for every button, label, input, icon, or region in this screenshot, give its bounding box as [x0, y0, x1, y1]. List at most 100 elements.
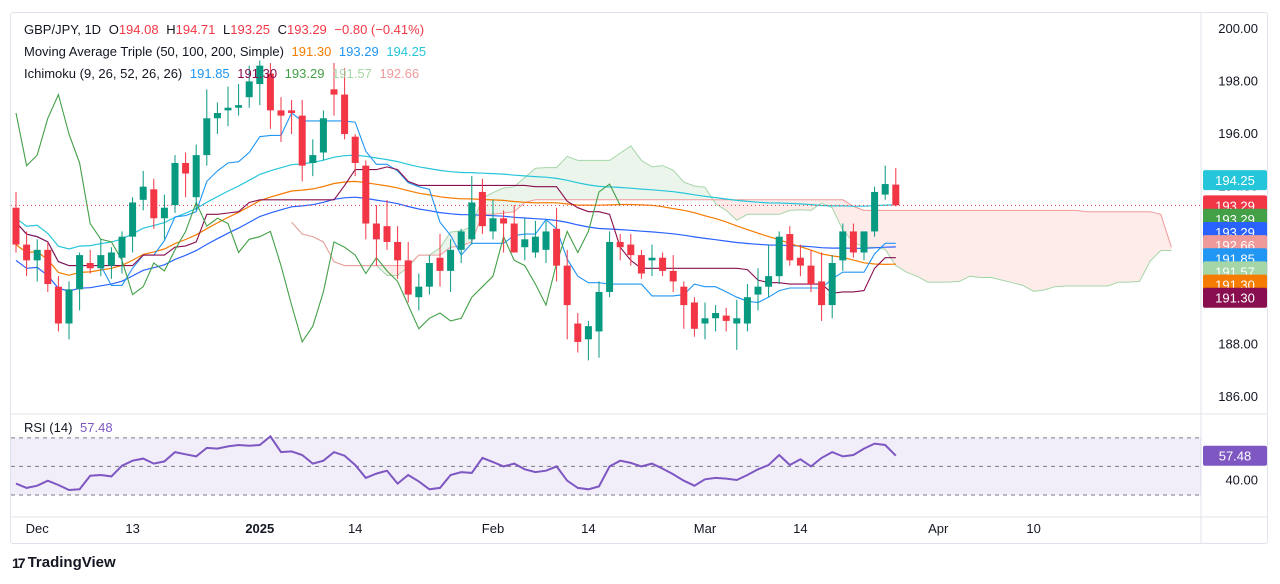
- candle-body: [690, 302, 698, 329]
- cloud-segment: [1023, 210, 1034, 292]
- time-tick-label: 14: [581, 521, 595, 536]
- rsi-value-box: [1203, 445, 1267, 466]
- candle-body: [521, 239, 529, 248]
- cloud-segment: [959, 210, 970, 282]
- change-value: −0.80 (−0.41%): [334, 22, 425, 37]
- candle-body: [160, 207, 168, 219]
- candle-body: [394, 241, 402, 261]
- cloud-segment: [1033, 210, 1045, 292]
- price-tick-label: 186.00: [1218, 389, 1258, 404]
- high-value: 194.71: [175, 22, 216, 37]
- cloud-segment: [747, 199, 758, 215]
- cloud-segment: [652, 165, 663, 200]
- candle-body: [510, 223, 518, 253]
- candle-body: [712, 313, 720, 319]
- time-tick-label: 2025: [245, 521, 274, 536]
- kijun-value: 191.30: [237, 66, 278, 81]
- candle-body: [436, 257, 444, 271]
- ma200-line: [15, 154, 896, 250]
- price-tick-label: 200.00: [1218, 21, 1258, 36]
- candle-body: [648, 257, 656, 261]
- chikou-value: 193.29: [284, 66, 325, 81]
- cloud-segment: [1044, 210, 1055, 290]
- low-label: L: [223, 22, 231, 37]
- cloud-segment: [948, 210, 960, 283]
- tradingview-logo-icon: 17: [12, 554, 26, 571]
- candle-body: [574, 323, 582, 342]
- cloud-segment: [800, 199, 811, 211]
- symbol-label: GBP/JPY, 1D: [24, 22, 102, 37]
- chikou-line: [15, 92, 621, 344]
- candle-body: [892, 184, 900, 206]
- candle-body: [584, 326, 592, 340]
- candle-body: [818, 281, 826, 306]
- cloud-segment: [1001, 210, 1013, 283]
- candle-body: [701, 318, 709, 324]
- cloud-segment: [588, 160, 599, 200]
- cloud-segment: [662, 165, 674, 200]
- cloud-segment: [895, 210, 907, 273]
- candle-body: [478, 191, 486, 227]
- tradingview-brand[interactable]: 17 TradingView: [12, 554, 116, 571]
- ma50-line: [15, 180, 896, 276]
- candle-body: [606, 241, 614, 292]
- candle-body: [362, 165, 370, 224]
- indicator-lines: [11, 92, 1201, 344]
- cloud-segment: [758, 199, 769, 215]
- candles: [12, 60, 900, 361]
- candle-body: [743, 297, 751, 324]
- candle-body: [881, 184, 889, 195]
- candle-body: [86, 263, 94, 269]
- candle-body: [129, 202, 137, 237]
- candle-body: [404, 260, 412, 295]
- cloud-segment: [1107, 211, 1119, 287]
- rsi-value-text: 57.48: [1219, 449, 1252, 464]
- candle-body: [468, 202, 476, 240]
- candle-body: [637, 255, 645, 274]
- cloud-segment: [927, 210, 939, 283]
- cloud-segment: [599, 160, 610, 200]
- candle-body: [733, 318, 741, 324]
- candle-body: [118, 236, 126, 258]
- cloud-segment: [1076, 210, 1087, 287]
- candle-body: [298, 115, 306, 166]
- candle-body: [500, 218, 508, 224]
- cloud-segment: [726, 199, 737, 221]
- candle-body: [372, 223, 380, 240]
- candle-body: [828, 263, 836, 306]
- ichimoku-legend[interactable]: Ichimoku (9, 26, 52, 26, 26) 191.85 191.…: [24, 65, 423, 83]
- cloud-segment: [535, 167, 546, 200]
- price-tick-label: 188.00: [1218, 337, 1258, 352]
- rsi-line: [15, 434, 897, 492]
- chart-frame: 200.00198.00196.00194.00188.00186.00194.…: [10, 12, 1268, 544]
- cloud-segment: [1065, 210, 1076, 287]
- rsi-legend[interactable]: RSI (14) 57.48: [24, 419, 117, 437]
- candle-body: [192, 155, 200, 198]
- high-label: H: [166, 22, 176, 37]
- close-value: 193.29: [287, 22, 327, 37]
- candle-body: [457, 231, 465, 250]
- cloud-segment: [577, 160, 589, 200]
- grid-layer: [11, 13, 1267, 543]
- candle-body: [97, 255, 105, 269]
- ma-legend[interactable]: Moving Average Triple (50, 100, 200, Sim…: [24, 43, 430, 61]
- value-label-box: [1203, 170, 1267, 191]
- candle-body: [266, 73, 274, 111]
- cloud-segment: [514, 177, 525, 212]
- close-label: C: [277, 22, 288, 37]
- cloud-segment: [885, 210, 896, 266]
- candle-body: [425, 263, 433, 287]
- chart-canvas[interactable]: 200.00198.00196.00194.00188.00186.00194.…: [11, 13, 1268, 544]
- cloud-segment: [503, 186, 515, 213]
- ma-legend-label: Moving Average Triple (50, 100, 200, Sim…: [24, 44, 284, 59]
- cloud-segment: [1150, 211, 1161, 262]
- time-axis: Dec 13 2025 14 Feb 14 Mar 14 Apr 10: [26, 521, 1041, 536]
- candle-body: [616, 241, 624, 248]
- ma50-value: 191.30: [291, 44, 332, 59]
- candle-body: [224, 107, 232, 111]
- ma100-value: 193.29: [338, 44, 379, 59]
- candle-body: [351, 136, 359, 163]
- cloud-segment: [1097, 211, 1108, 287]
- open-value: 194.08: [118, 22, 159, 37]
- candle-body: [765, 276, 773, 287]
